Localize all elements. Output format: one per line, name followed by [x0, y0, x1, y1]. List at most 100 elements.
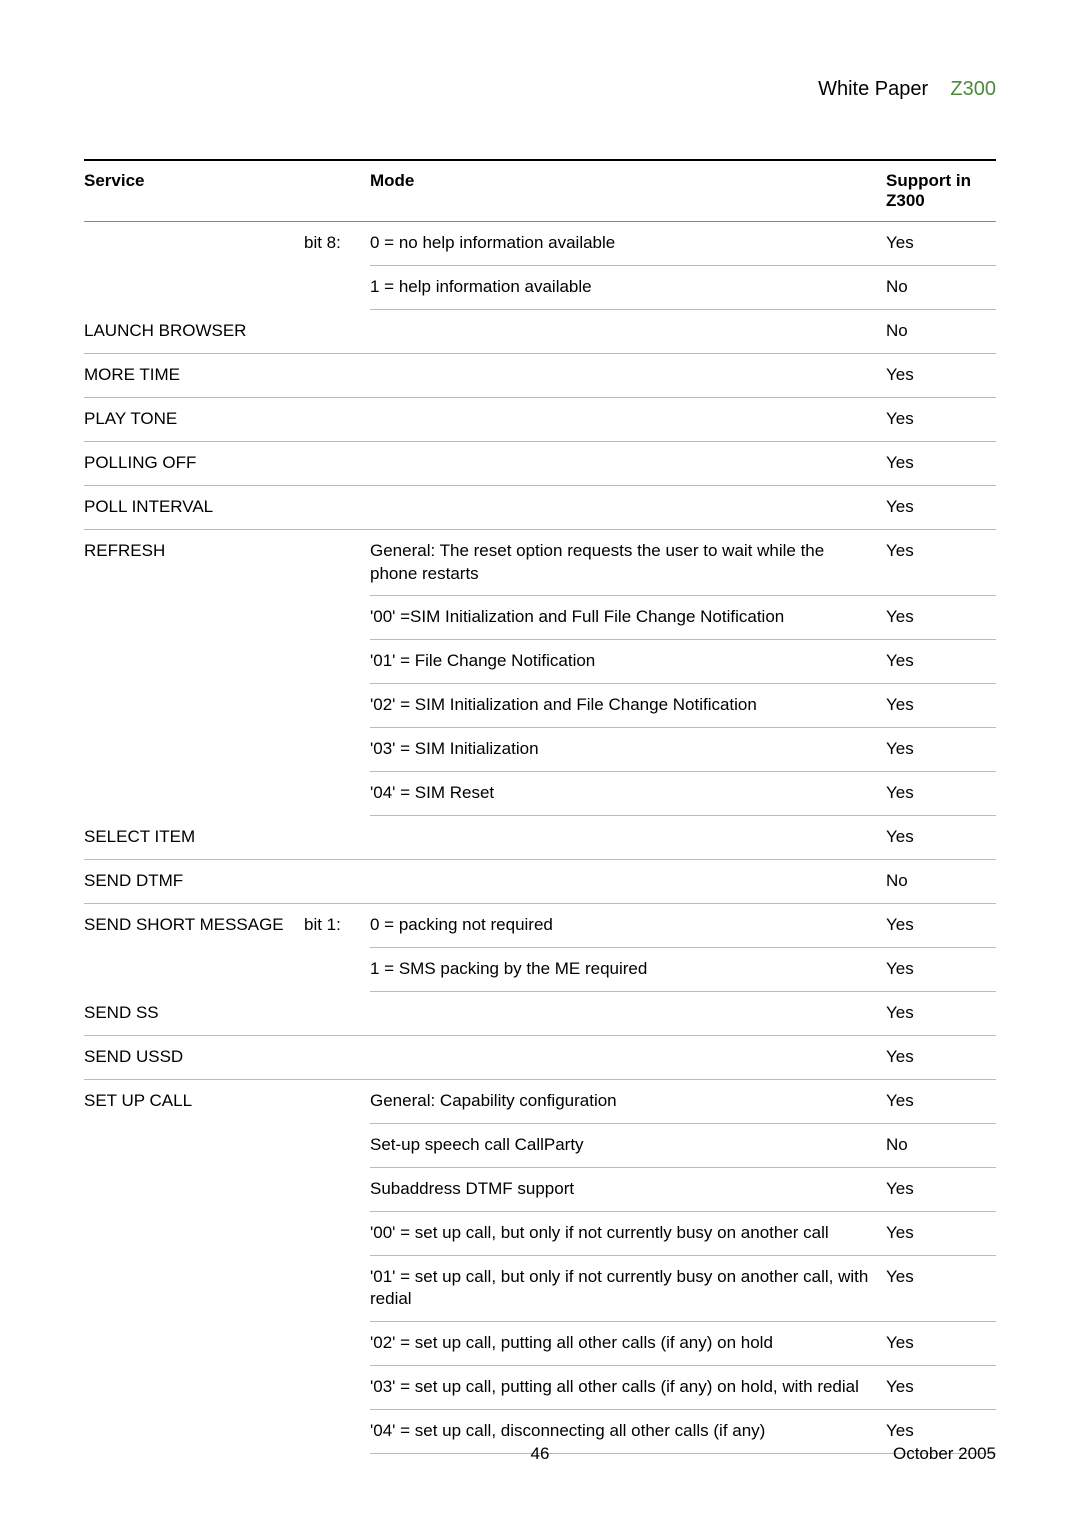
- cell-mode: '01' = set up call, but only if not curr…: [370, 1255, 886, 1322]
- table-row: '04' = SIM ResetYes: [84, 772, 996, 816]
- cell-mode: '04' = SIM Reset: [370, 772, 886, 816]
- cell-support: Yes: [886, 529, 996, 596]
- cell-support: Yes: [886, 991, 996, 1035]
- cell-service: SELECT ITEM: [84, 816, 886, 860]
- cell-support: No: [886, 265, 996, 309]
- cell-sub: [304, 1123, 370, 1167]
- services-table: Service Mode Support in Z300 bit 8:0 = n…: [84, 159, 996, 1454]
- col-mode: Mode: [370, 160, 886, 222]
- cell-support: Yes: [886, 596, 996, 640]
- cell-service: [84, 947, 304, 991]
- table-row: 1 = SMS packing by the ME requiredYes: [84, 947, 996, 991]
- cell-mode: 0 = no help information available: [370, 222, 886, 266]
- cell-support: Yes: [886, 728, 996, 772]
- cell-mode: 1 = SMS packing by the ME required: [370, 947, 886, 991]
- footer-date: October 2005: [893, 1444, 996, 1464]
- header-model: Z300: [950, 78, 996, 100]
- cell-service: [84, 265, 304, 309]
- cell-mode: '02' = set up call, putting all other ca…: [370, 1322, 886, 1366]
- cell-sub: [304, 640, 370, 684]
- cell-mode: '03' = SIM Initialization: [370, 728, 886, 772]
- cell-service: SEND SHORT MESSAGE: [84, 904, 304, 948]
- cell-service: POLL INTERVAL: [84, 485, 886, 529]
- table-row: Subaddress DTMF supportYes: [84, 1167, 996, 1211]
- cell-mode: 0 = packing not required: [370, 904, 886, 948]
- cell-service: [84, 684, 304, 728]
- table-row: bit 8:0 = no help information availableY…: [84, 222, 996, 266]
- cell-sub: [304, 529, 370, 596]
- cell-service: SEND SS: [84, 991, 886, 1035]
- cell-support: No: [886, 309, 996, 353]
- page-number: 46: [531, 1444, 550, 1464]
- cell-service: [84, 1167, 304, 1211]
- table-row: 1 = help information availableNo: [84, 265, 996, 309]
- table-row: PLAY TONEYes: [84, 397, 996, 441]
- table-row: SEND USSDYes: [84, 1035, 996, 1079]
- cell-mode: '00' =SIM Initialization and Full File C…: [370, 596, 886, 640]
- cell-sub: bit 8:: [304, 222, 370, 266]
- cell-support: Yes: [886, 222, 996, 266]
- col-support: Support in Z300: [886, 160, 996, 222]
- cell-support: Yes: [886, 816, 996, 860]
- cell-mode: 1 = help information available: [370, 265, 886, 309]
- cell-sub: [304, 728, 370, 772]
- table-row: MORE TIMEYes: [84, 353, 996, 397]
- cell-service: [84, 1366, 304, 1410]
- cell-sub: [304, 1255, 370, 1322]
- cell-support: Yes: [886, 1035, 996, 1079]
- cell-sub: [304, 1167, 370, 1211]
- cell-support: Yes: [886, 904, 996, 948]
- cell-mode: General: Capability configuration: [370, 1079, 886, 1123]
- table-row: '03' = SIM InitializationYes: [84, 728, 996, 772]
- cell-mode: '03' = set up call, putting all other ca…: [370, 1366, 886, 1410]
- cell-support: Yes: [886, 485, 996, 529]
- cell-sub: [304, 1211, 370, 1255]
- table-row: '03' = set up call, putting all other ca…: [84, 1366, 996, 1410]
- cell-support: Yes: [886, 1211, 996, 1255]
- table-row: POLLING OFFYes: [84, 441, 996, 485]
- page-container: White Paper Z300 Service Mode Support in…: [0, 0, 1080, 1528]
- cell-service: REFRESH: [84, 529, 304, 596]
- page-header: White Paper Z300: [84, 78, 996, 101]
- cell-service: [84, 222, 304, 266]
- cell-support: No: [886, 1123, 996, 1167]
- cell-support: Yes: [886, 772, 996, 816]
- cell-service: [84, 640, 304, 684]
- cell-service: [84, 1255, 304, 1322]
- page-footer: 46 October 2005: [84, 1444, 996, 1464]
- table-row: Set-up speech call CallPartyNo: [84, 1123, 996, 1167]
- cell-service: [84, 596, 304, 640]
- table-row: '01' = File Change NotificationYes: [84, 640, 996, 684]
- cell-sub: [304, 1366, 370, 1410]
- cell-mode: Subaddress DTMF support: [370, 1167, 886, 1211]
- cell-sub: [304, 1322, 370, 1366]
- table-row: '01' = set up call, but only if not curr…: [84, 1255, 996, 1322]
- cell-service: PLAY TONE: [84, 397, 886, 441]
- cell-mode: Set-up speech call CallParty: [370, 1123, 886, 1167]
- col-service: Service: [84, 160, 370, 222]
- table-row: SELECT ITEMYes: [84, 816, 996, 860]
- cell-support: Yes: [886, 640, 996, 684]
- cell-sub: [304, 1079, 370, 1123]
- cell-sub: [304, 596, 370, 640]
- cell-support: Yes: [886, 947, 996, 991]
- table-row: SEND SHORT MESSAGEbit 1:0 = packing not …: [84, 904, 996, 948]
- cell-sub: [304, 265, 370, 309]
- cell-support: Yes: [886, 441, 996, 485]
- cell-service: SEND USSD: [84, 1035, 886, 1079]
- cell-support: No: [886, 860, 996, 904]
- cell-support: Yes: [886, 1322, 996, 1366]
- cell-support: Yes: [886, 397, 996, 441]
- cell-support: Yes: [886, 1079, 996, 1123]
- cell-service: [84, 1211, 304, 1255]
- cell-service: [84, 1322, 304, 1366]
- table-row: '02' = SIM Initialization and File Chang…: [84, 684, 996, 728]
- cell-service: SEND DTMF: [84, 860, 886, 904]
- cell-service: LAUNCH BROWSER: [84, 309, 886, 353]
- cell-mode: '01' = File Change Notification: [370, 640, 886, 684]
- cell-service: MORE TIME: [84, 353, 886, 397]
- cell-sub: [304, 947, 370, 991]
- table-row: POLL INTERVALYes: [84, 485, 996, 529]
- cell-sub: bit 1:: [304, 904, 370, 948]
- table-row: REFRESHGeneral: The reset option request…: [84, 529, 996, 596]
